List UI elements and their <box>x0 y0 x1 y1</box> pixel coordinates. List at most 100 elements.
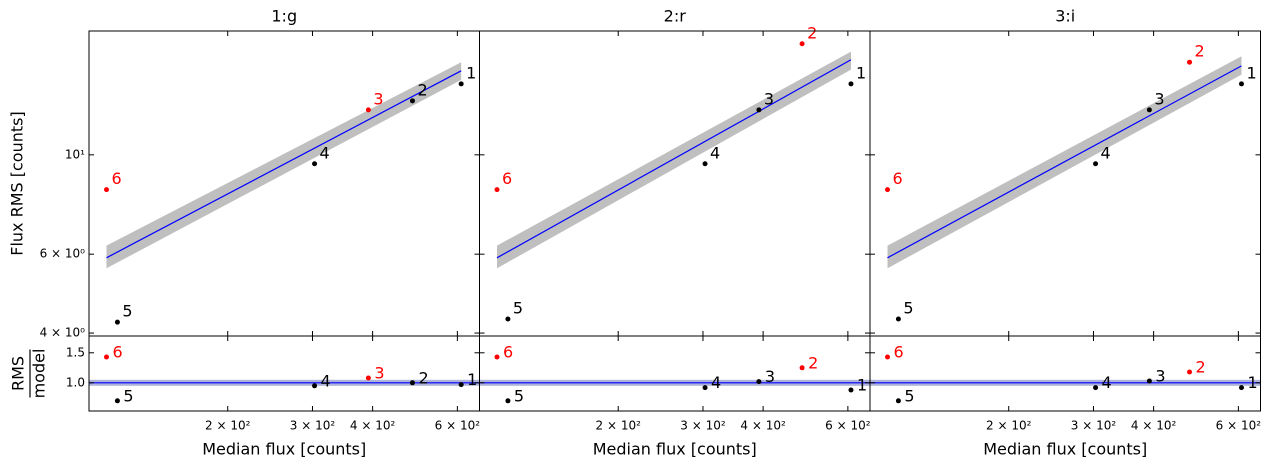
y-axis-label-denominator: model <box>30 349 49 399</box>
x-tick-label: 3 × 10² <box>290 419 336 433</box>
x-axis-label: Median flux [counts] <box>983 440 1147 459</box>
fit-band <box>106 62 462 269</box>
data-point <box>409 98 415 104</box>
data-point <box>458 81 464 87</box>
point-label: 1 <box>1246 63 1256 82</box>
point-label: 2 <box>418 368 428 387</box>
point-label: 3 <box>374 364 384 383</box>
data-point <box>885 354 891 360</box>
data-point <box>494 354 500 360</box>
axes-frame <box>869 335 1261 412</box>
data-point <box>312 161 318 167</box>
x-tick-label: 6 × 10² <box>825 419 871 433</box>
point-label: 2 <box>807 23 817 42</box>
point-label: 1 <box>856 63 866 82</box>
point-label: 6 <box>112 169 122 188</box>
data-point <box>702 385 708 391</box>
data-point <box>848 387 854 393</box>
point-label: 6 <box>894 343 904 362</box>
data-point <box>505 398 511 404</box>
axes-frame <box>88 30 480 337</box>
y-axis-label: Flux RMS [counts] <box>8 111 27 255</box>
point-label: 2 <box>417 80 427 99</box>
data-point <box>458 382 464 388</box>
point-label: 1 <box>857 376 867 395</box>
data-point <box>365 375 371 381</box>
data-point <box>1187 369 1193 375</box>
plot-area <box>104 62 464 325</box>
y-tick-label: 4 × 10⁰ <box>40 326 86 340</box>
data-point <box>756 107 762 113</box>
plot-area <box>870 354 1261 404</box>
point-label: 4 <box>1102 373 1112 392</box>
panel-title: 1:g <box>271 7 297 26</box>
point-label: 4 <box>1101 143 1111 162</box>
data-point <box>114 398 120 404</box>
x-tick-label: 6 × 10² <box>435 419 481 433</box>
data-point <box>104 354 110 360</box>
data-point <box>895 398 901 404</box>
point-label: 5 <box>123 386 133 405</box>
fit-line <box>887 65 1242 259</box>
point-label: 1 <box>466 63 476 82</box>
point-label: 4 <box>321 371 331 390</box>
data-point <box>702 161 708 167</box>
x-tick-label: 2 × 10² <box>596 419 642 433</box>
data-point <box>1093 161 1099 167</box>
data-point <box>799 41 805 47</box>
data-point <box>409 380 415 386</box>
data-point <box>505 316 511 322</box>
data-point <box>895 316 901 322</box>
point-label: 6 <box>502 169 512 188</box>
fit-line <box>106 70 462 259</box>
point-label: 2 <box>1195 42 1205 61</box>
data-point <box>799 365 805 371</box>
point-label: 1 <box>467 370 477 389</box>
point-label: 5 <box>514 386 524 405</box>
data-point <box>312 383 318 389</box>
plot-area <box>89 354 480 404</box>
point-label: 5 <box>904 386 914 405</box>
data-point <box>848 81 854 87</box>
y-tick-label: 1.5 <box>66 345 85 359</box>
y-axis-label-numerator: RMS <box>9 356 28 391</box>
plot-area <box>479 354 870 404</box>
x-tick-label: 3 × 10² <box>680 419 726 433</box>
data-point <box>1146 378 1152 384</box>
x-tick-label: 2 × 10² <box>986 419 1032 433</box>
point-label: 3 <box>764 89 774 108</box>
point-label: 2 <box>808 353 818 372</box>
point-label: 4 <box>711 373 721 392</box>
x-tick-label: 3 × 10² <box>1071 419 1117 433</box>
x-axis-label: Median flux [counts] <box>593 440 757 459</box>
x-axis-label: Median flux [counts] <box>202 440 366 459</box>
point-label: 3 <box>765 367 775 386</box>
panel-title: 2:r <box>664 7 687 26</box>
point-label: 5 <box>903 298 913 317</box>
y-axis-fraction: RMS model <box>9 349 49 399</box>
point-label: 1 <box>1247 373 1257 392</box>
data-point <box>1238 81 1244 87</box>
data-point <box>1238 385 1244 391</box>
data-point <box>1093 385 1099 391</box>
x-tick-label: 4 × 10² <box>1131 419 1177 433</box>
point-label: 6 <box>113 343 123 362</box>
y-tick-label: 1.0 <box>66 375 85 389</box>
point-label: 5 <box>122 302 132 321</box>
x-tick-label: 4 × 10² <box>350 419 396 433</box>
data-point <box>885 187 891 193</box>
point-label: 4 <box>320 143 330 162</box>
panel-title: 3:i <box>1055 7 1075 26</box>
y-tick-label: 10¹ <box>65 147 85 161</box>
point-label: 5 <box>513 298 523 317</box>
x-tick-label: 6 × 10² <box>1216 419 1262 433</box>
fit-band <box>497 51 851 269</box>
plot-area <box>885 56 1244 322</box>
plot-area <box>494 41 854 322</box>
point-label: 3 <box>373 89 383 108</box>
data-point <box>494 187 500 193</box>
point-label: 4 <box>710 143 720 162</box>
x-tick-label: 2 × 10² <box>205 419 251 433</box>
